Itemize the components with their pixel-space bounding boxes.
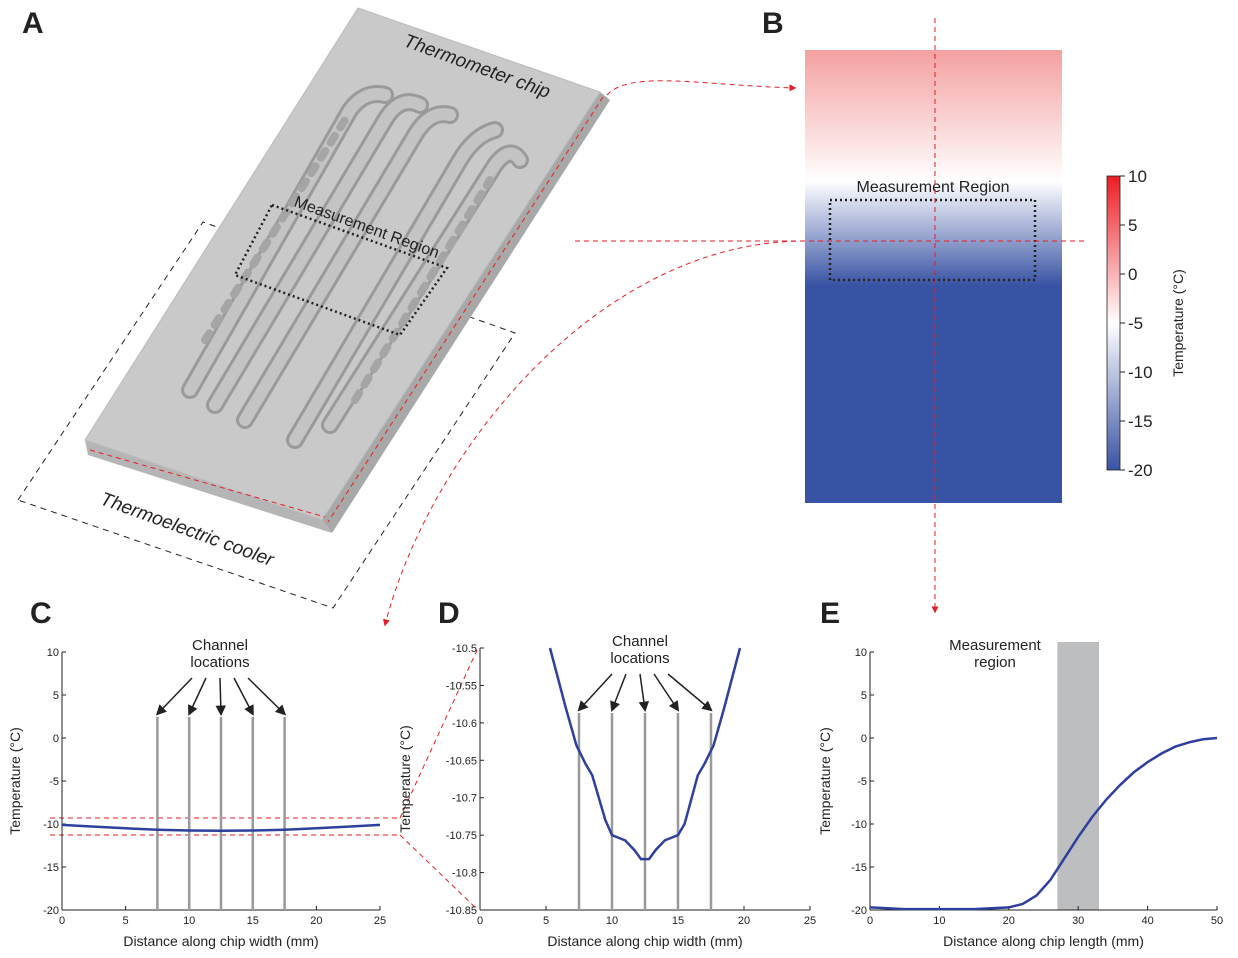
channel-arrow [155,677,193,716]
y-tick-label: 10 [47,647,59,659]
annotation: Channel [612,633,668,650]
annotation: region [974,654,1016,671]
x-tick-label: 0 [477,915,483,927]
y-tick-label: 10 [855,647,867,659]
y-axis-label: Temperature (°C) [817,727,833,835]
y-axis-label: Temperature (°C) [397,725,413,833]
annotation: Measurement [949,637,1042,654]
x-tick-label: 20 [738,915,750,927]
y-axis-label: Temperature (°C) [7,727,23,835]
colorbar-tick-label: 10 [1128,167,1147,186]
series-line [869,736,1218,911]
y-tick-label: -10.75 [446,830,477,842]
y-tick-label: -10.85 [446,905,477,917]
y-tick-label: -15 [851,862,867,874]
channel-arrow [233,677,254,716]
chip-diagram: Thermometer chip Measurement Region Ther… [17,7,610,609]
y-tick-label: -10.65 [446,755,477,767]
y-tick-label: -20 [43,905,59,917]
heatmap-region-label: Measurement Region [857,179,1010,196]
chip-side [322,92,610,533]
y-tick-label: -10.5 [452,643,477,655]
colorbar-tick-label: 5 [1128,216,1137,235]
y-tick-label: -5 [49,776,59,788]
y-tick-label: -15 [43,862,59,874]
y-tick-label: -10.7 [452,793,477,805]
colorbar-tick-label: -10 [1128,363,1153,382]
colorbar-tick-label: -15 [1128,412,1153,431]
x-tick-label: 10 [933,915,945,927]
x-tick-label: 25 [804,915,816,927]
y-tick-label: -10.8 [452,868,477,880]
y-tick-label: -10.6 [452,718,477,730]
channel-arrow [187,677,207,716]
panel-label: E [820,597,840,630]
panel-label: B [762,7,784,40]
y-tick-label: -10 [43,819,59,831]
annotation: locations [610,650,669,667]
colorbar-tick-label: -5 [1128,314,1143,333]
colorbar-label: Temperature (°C) [1170,269,1186,377]
x-tick-label: 0 [867,915,873,927]
y-tick-label: -20 [851,905,867,917]
channel-arrow [638,673,650,713]
x-axis-label: Distance along chip width (mm) [547,933,742,949]
y-tick-label: 5 [861,690,867,702]
panel-label: D [438,597,460,630]
x-tick-label: 0 [59,915,65,927]
x-tick-label: 5 [543,915,549,927]
colorbar [1106,175,1121,471]
colorbar-tick-label: -20 [1128,461,1153,480]
edge-highlight [89,449,326,518]
x-tick-label: 25 [374,915,386,927]
x-tick-label: 20 [1003,915,1015,927]
x-tick-label: 20 [310,915,322,927]
chip-front [85,440,332,533]
channel-arrow [610,673,627,712]
channel-arrow [577,673,613,712]
x-axis-label: Distance along chip width (mm) [123,933,318,949]
x-tick-label: 40 [1141,915,1153,927]
heatmap-region [828,198,1037,282]
y-tick-label: 0 [53,733,59,745]
panel-label: C [30,597,52,630]
x-tick-label: 15 [247,915,259,927]
y-tick-label: -10.55 [446,680,477,692]
cooler-outline [17,221,516,609]
x-tick-label: 30 [1072,915,1084,927]
x-tick-label: 10 [183,915,195,927]
y-tick-label: -5 [857,776,867,788]
x-axis-label: Distance along chip length (mm) [943,933,1144,949]
x-tick-label: 15 [672,915,684,927]
colorbar-tick-label: 0 [1128,265,1137,284]
channel-arrow [215,677,227,717]
panel-label: A [22,7,44,40]
annotation: Channel [192,637,248,654]
shaded-region [1057,642,1100,910]
heatmap [805,50,1062,503]
x-tick-label: 50 [1211,915,1223,927]
annotation: locations [190,654,249,671]
edge-highlight [327,96,604,523]
series-line [548,647,742,861]
channel-arrow [653,673,680,712]
channels-3d [181,85,529,449]
y-tick-label: 5 [53,690,59,702]
x-tick-label: 10 [606,915,618,927]
series-line [61,823,381,832]
channel-arrow [667,673,713,712]
channel-arrow [247,677,287,716]
y-tick-label: 0 [861,733,867,745]
connectors [50,18,1085,911]
x-tick-label: 5 [123,915,129,927]
y-tick-label: -10 [851,819,867,831]
